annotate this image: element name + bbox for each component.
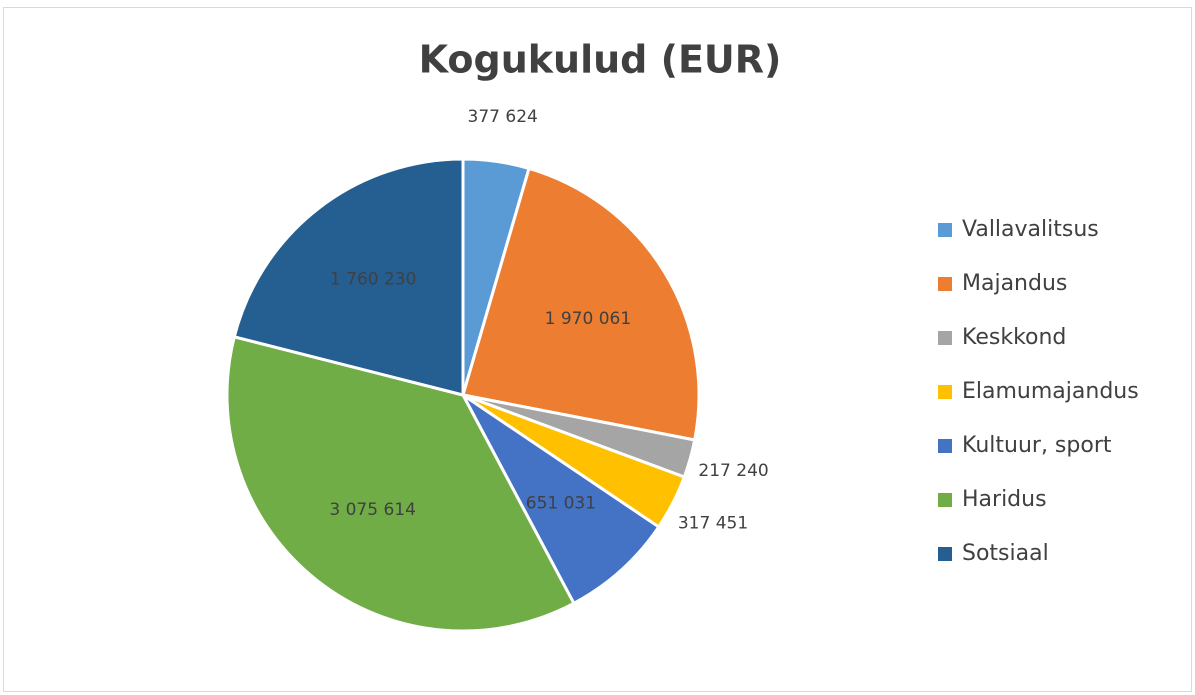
legend-swatch (938, 277, 952, 291)
pie-slice (461, 166, 701, 442)
legend-swatch (938, 439, 952, 453)
pie-slice (232, 157, 465, 397)
legend-swatch (938, 385, 952, 399)
legend-label: Elamumajandus (962, 379, 1139, 404)
data-label: 3 075 614 (329, 500, 416, 520)
data-label: 1 970 061 (545, 309, 632, 329)
legend-label: Majandus (962, 271, 1067, 296)
legend-label: Kultuur, sport (962, 433, 1112, 458)
pie-slice (225, 334, 576, 633)
pie-slice (461, 393, 661, 606)
data-label: 317 451 (678, 513, 748, 533)
chart-title: Kogukulud (EUR) (419, 38, 782, 82)
data-label: 1 760 230 (330, 269, 417, 289)
legend-label: Sotsiaal (962, 541, 1049, 566)
data-label: 651 031 (526, 494, 596, 514)
legend-swatch (938, 331, 952, 345)
legend-swatch (938, 223, 952, 237)
data-label: 377 624 (468, 107, 538, 127)
data-label: 217 240 (698, 461, 768, 481)
legend-label: Haridus (962, 487, 1047, 512)
legend-swatch (938, 493, 952, 507)
legend-swatch (938, 547, 952, 561)
legend-label: Vallavalitsus (962, 217, 1099, 242)
legend-label: Keskkond (962, 325, 1066, 350)
